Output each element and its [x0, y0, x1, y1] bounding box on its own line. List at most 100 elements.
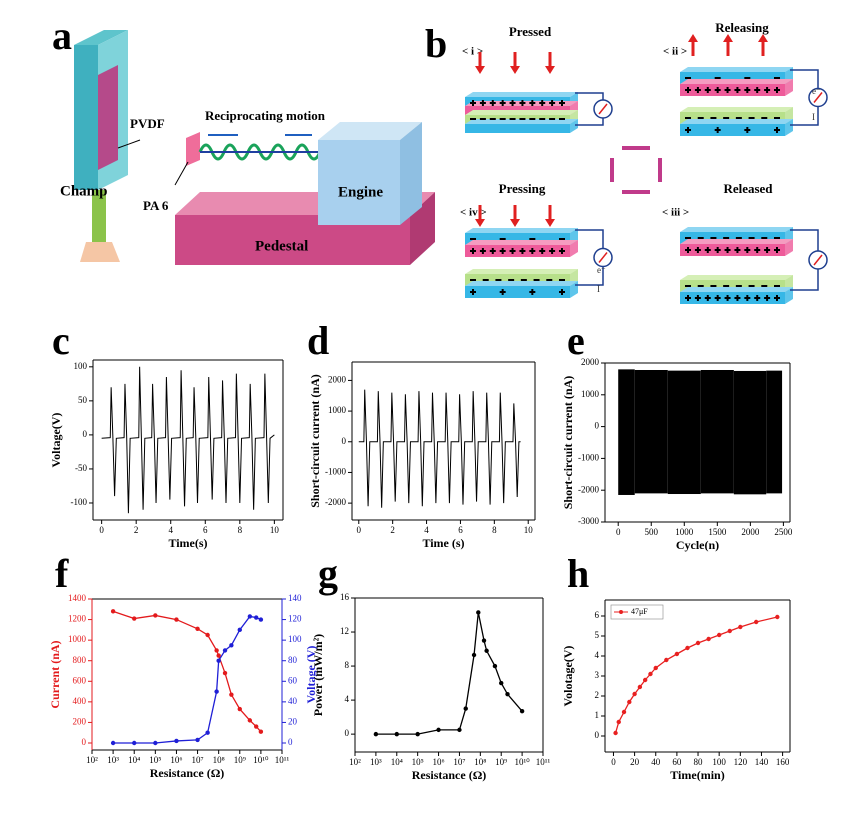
marker [727, 628, 732, 634]
marker [457, 727, 462, 733]
needle [598, 252, 608, 263]
series-line [112, 610, 262, 733]
panel-label: f [55, 551, 69, 596]
x-tick-label: 140 [755, 757, 769, 767]
marker [153, 740, 158, 746]
marker [110, 740, 116, 746]
force-head [475, 219, 485, 227]
marker [132, 740, 137, 746]
layer-side [785, 119, 793, 136]
pointer [174, 161, 189, 186]
y-tick-label: 0 [342, 436, 347, 446]
label: Pedestal [255, 238, 308, 254]
x-tick-label: 100 [712, 757, 726, 767]
series-line [614, 616, 778, 734]
state-label: Pressed [509, 24, 552, 39]
y-tick-label: -1000 [325, 467, 346, 477]
x-tick-label: 2 [134, 525, 139, 535]
marker [616, 719, 621, 725]
force-head [510, 66, 520, 74]
flow-label: e⁻ [812, 86, 821, 96]
pa6-plate [186, 132, 200, 166]
marker [519, 708, 525, 714]
y2-tick-label: 20 [288, 716, 298, 726]
x-tick-label: 160 [776, 757, 790, 767]
y-tick-label: 2000 [581, 357, 600, 367]
marker [214, 648, 219, 653]
band [733, 370, 767, 495]
y-tick-label: 16 [340, 592, 350, 602]
x-tick-label: 10³ [107, 755, 119, 765]
y-tick-label: 1200 [68, 614, 87, 624]
label: Engine [338, 184, 383, 200]
marker [632, 691, 637, 697]
x-tick-label: 8 [238, 525, 243, 535]
diagram-b: Pressed Releasing Pressing Released < i … [460, 20, 828, 304]
marker [110, 609, 116, 614]
y-tick-label: 2000 [328, 374, 347, 384]
layer-top [680, 67, 793, 72]
layer-top [465, 92, 578, 97]
marker [499, 680, 504, 686]
diagram-a: PVDF Reciprocating motion Champ PA 6 Eng… [60, 30, 435, 265]
force-head [475, 66, 485, 74]
x-tick-label: 40 [651, 757, 661, 767]
marker [471, 652, 477, 658]
marker [484, 648, 489, 653]
legend-marker [619, 610, 623, 614]
y-tick-label: -3000 [578, 516, 599, 526]
band [634, 369, 668, 494]
marker [216, 653, 221, 658]
x-tick-label: 10⁹ [495, 757, 507, 767]
marker [674, 651, 680, 657]
marker [637, 684, 643, 690]
layer-top [680, 227, 793, 232]
y-axis-label: Current (nA) [48, 640, 62, 708]
marker [394, 731, 399, 737]
force-head [545, 66, 555, 74]
y-tick-label: 1 [595, 710, 600, 720]
marker [254, 724, 259, 729]
y-tick-label: 6 [595, 610, 600, 620]
x-tick-label: 10⁹ [234, 755, 246, 765]
marker [222, 648, 228, 653]
y-tick-label: 1000 [581, 389, 600, 399]
flow-label: I [597, 284, 600, 294]
y-tick-label: 0 [82, 737, 87, 747]
champ-top [74, 30, 128, 45]
y-tick-label: 4 [595, 650, 600, 660]
label: PVDF [130, 116, 165, 131]
engine-top [318, 122, 422, 140]
layer-top [465, 119, 578, 124]
panel-label: d [307, 318, 329, 363]
layer-top [465, 281, 578, 286]
marker [706, 636, 711, 642]
x-tick-label: 0 [611, 757, 616, 767]
layer [680, 84, 785, 96]
y2-tick-label: 80 [288, 655, 298, 665]
x-tick-label: 0 [357, 525, 362, 535]
y-tick-label: 1000 [68, 634, 87, 644]
x-tick-label: 10⁵ [149, 755, 161, 765]
series-line [375, 612, 523, 735]
y-tick-label: 0 [83, 429, 88, 439]
legend-box [610, 604, 664, 620]
y-tick-label: 100 [74, 361, 88, 371]
y2-tick-label: 100 [288, 634, 302, 644]
layer-side [785, 239, 793, 256]
layer [465, 245, 570, 257]
x-tick-label: 2000 [741, 527, 760, 537]
marker [436, 727, 441, 733]
y-axis-label: Volotage(V) [561, 646, 575, 707]
panel-label: a [52, 13, 72, 58]
x-tick-label: 4 [168, 525, 173, 535]
step-label: < iv > [460, 207, 487, 219]
marker [237, 627, 242, 633]
y-tick-label: 0 [595, 421, 600, 431]
x-tick-label: 6 [203, 525, 208, 535]
band [667, 370, 701, 495]
layer-side [785, 79, 793, 96]
marker [664, 657, 669, 663]
marker [753, 619, 759, 625]
marker [222, 670, 228, 676]
